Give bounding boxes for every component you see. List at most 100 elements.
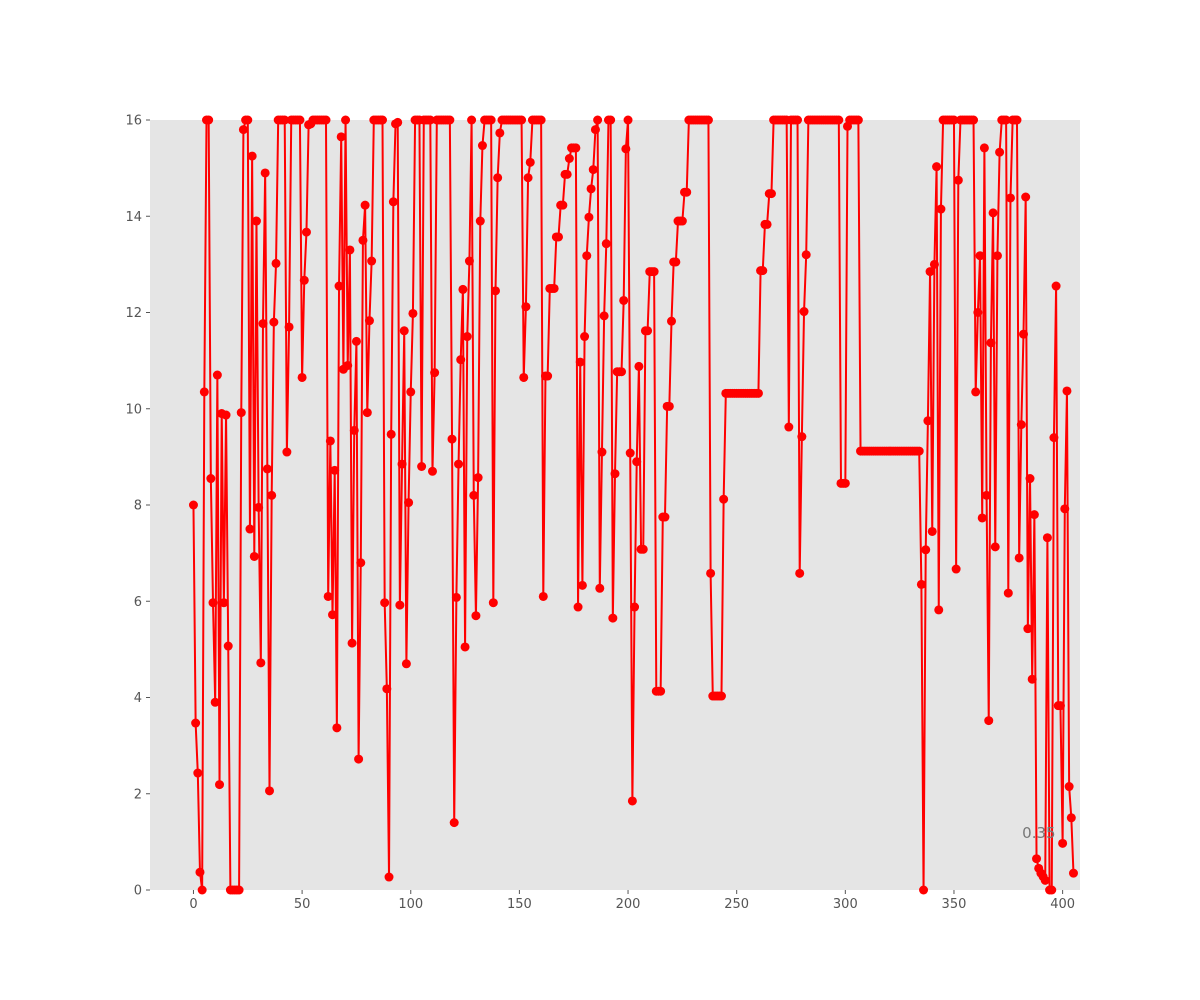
data-point (1066, 813, 1076, 823)
data-point (984, 716, 994, 726)
data-point (1003, 588, 1013, 598)
data-point (404, 498, 414, 508)
x-tick-label: 50 (294, 897, 311, 912)
data-point (934, 605, 944, 615)
data-point (797, 432, 807, 442)
data-point (336, 132, 346, 142)
data-point (334, 281, 344, 291)
data-point (517, 115, 527, 125)
data-point (471, 611, 481, 621)
data-point (925, 267, 935, 277)
data-point (210, 697, 220, 707)
data-point (951, 564, 961, 574)
data-point (425, 115, 435, 125)
data-point (271, 258, 281, 268)
data-point (1016, 420, 1026, 430)
data-point (610, 469, 620, 479)
data-point (990, 542, 1000, 552)
y-tick-label: 12 (125, 306, 142, 321)
data-point (236, 408, 246, 418)
data-point (219, 598, 229, 608)
data-point (493, 173, 503, 183)
data-points (188, 115, 1078, 895)
series-line (192, 119, 1075, 891)
data-point (1025, 474, 1035, 484)
data-point (719, 494, 729, 504)
data-point (349, 425, 359, 435)
data-point (617, 367, 627, 377)
data-point (538, 591, 548, 601)
y-tick-label: 14 (125, 210, 142, 225)
data-point (397, 459, 407, 469)
data-point (1032, 854, 1042, 864)
data-point (799, 307, 809, 317)
data-point (362, 408, 372, 418)
data-point (256, 658, 266, 668)
data-point (1023, 624, 1033, 634)
data-point (462, 332, 472, 342)
data-point (399, 326, 409, 336)
data-point (660, 512, 670, 522)
data-point (834, 115, 844, 125)
data-point (525, 157, 535, 167)
data-point (449, 818, 459, 828)
data-point (495, 128, 505, 138)
data-point (238, 125, 248, 135)
data-point (467, 115, 477, 125)
data-point (395, 600, 405, 610)
data-point (354, 754, 364, 764)
data-point (590, 125, 600, 135)
data-point (451, 592, 461, 602)
data-point (982, 490, 992, 500)
data-point (206, 474, 216, 484)
data-point (919, 885, 929, 895)
data-point (208, 598, 218, 608)
data-point (986, 338, 996, 348)
data-point (577, 580, 587, 590)
data-point (267, 490, 277, 500)
data-point (1051, 281, 1061, 291)
data-point (969, 115, 979, 125)
data-point (393, 117, 403, 127)
data-point (341, 115, 351, 125)
data-point (345, 245, 355, 255)
data-point (949, 115, 959, 125)
data-point (638, 544, 648, 554)
data-point (382, 684, 392, 694)
data-point (243, 115, 253, 125)
data-point (1060, 504, 1070, 514)
y-tick-label: 0 (134, 884, 142, 899)
data-point (758, 266, 768, 276)
data-point (523, 173, 533, 183)
data-point (301, 227, 311, 237)
data-point (401, 659, 411, 669)
data-point (475, 216, 485, 226)
data-point (1049, 433, 1059, 443)
data-point (427, 466, 437, 476)
data-point (1068, 868, 1078, 878)
data-point (977, 513, 987, 523)
data-point (575, 357, 585, 367)
data-point (486, 115, 496, 125)
data-point (247, 151, 257, 161)
data-point (328, 610, 338, 620)
data-point (706, 568, 716, 578)
data-point (975, 251, 985, 261)
data-point (921, 545, 931, 555)
data-point (632, 457, 642, 467)
data-point (204, 115, 214, 125)
data-point (269, 317, 279, 327)
data-point (295, 115, 305, 125)
data-point (682, 187, 692, 197)
data-point (916, 579, 926, 589)
data-point (1021, 192, 1031, 202)
data-point (914, 446, 924, 456)
data-point (971, 387, 981, 397)
data-point (386, 429, 396, 439)
data-point (932, 162, 942, 172)
data-point (191, 718, 201, 728)
data-point (1055, 701, 1065, 711)
data-point (649, 267, 659, 277)
data-point (543, 371, 553, 381)
data-point (601, 239, 611, 249)
